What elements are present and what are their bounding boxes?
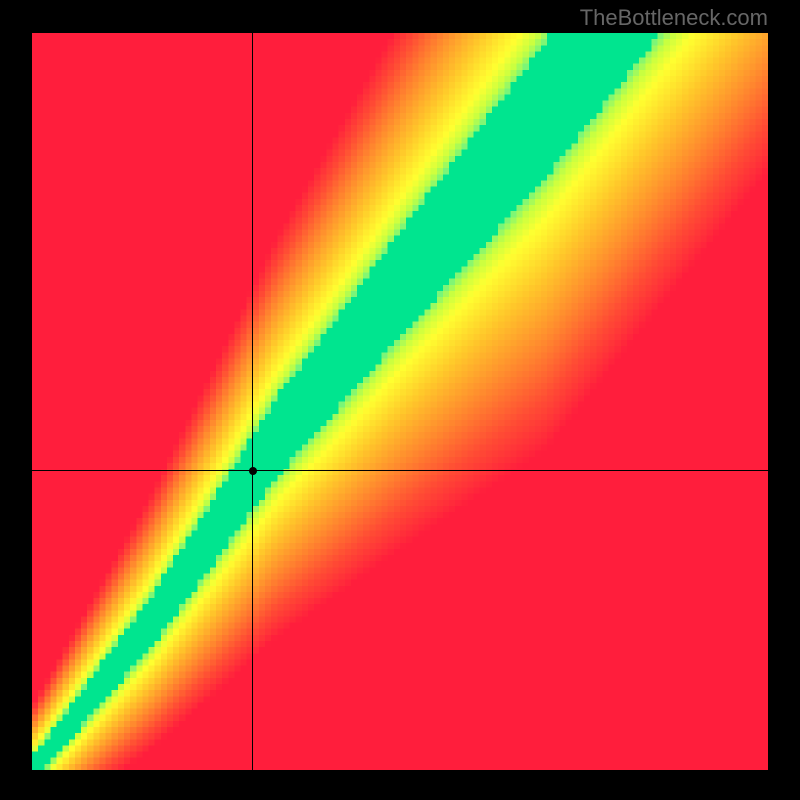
bottleneck-heatmap xyxy=(32,33,768,770)
crosshair-horizontal-line xyxy=(32,470,768,471)
crosshair-point xyxy=(249,467,257,475)
watermark-text: TheBottleneck.com xyxy=(580,5,768,31)
crosshair-vertical-line xyxy=(252,33,253,770)
chart-container: TheBottleneck.com xyxy=(0,0,800,800)
